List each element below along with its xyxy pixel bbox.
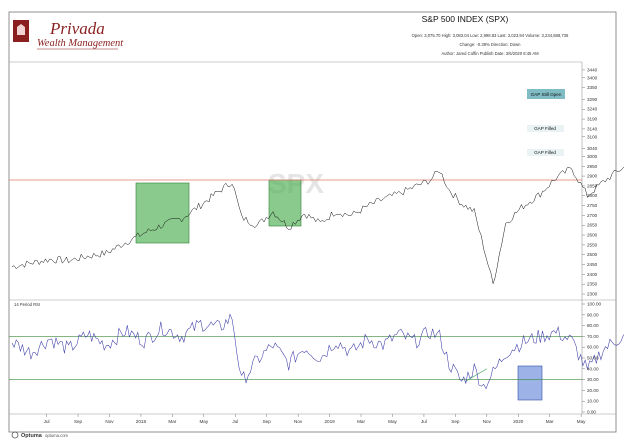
rsi-y-tick-label: 0.00	[587, 410, 596, 415]
rsi-y-tick-label: 100.00	[587, 302, 601, 307]
x-tick-label: Sep	[263, 419, 272, 424]
x-tick-label: Nov	[483, 419, 492, 424]
rsi-y-tick-label: 30.00	[587, 377, 599, 382]
change-line: Change: -0.39% Direction: Down	[460, 42, 522, 47]
annotation-gap-still-open: GAP Still Open	[531, 92, 562, 97]
annotation-gap-filled-1: GAP Filled	[534, 126, 556, 131]
x-tick-label: Jul	[44, 419, 50, 424]
logo: Privada Wealth Management	[13, 19, 124, 50]
rsi-y-tick-label: 70.00	[587, 334, 599, 339]
rsi-y-tick-label: 90.00	[587, 312, 599, 317]
price-y-tick-label: 3350	[587, 85, 598, 90]
logo-name: Privada	[49, 19, 105, 38]
x-tick-label: Mar	[168, 419, 176, 424]
x-tick-label: Mar	[546, 419, 554, 424]
annotation-gap-filled-2: GAP Filled	[534, 150, 556, 155]
price-y-tick-label: 2650	[587, 223, 598, 228]
price-y-tick-label: 2600	[587, 233, 598, 238]
x-tick-label: May	[577, 419, 586, 424]
x-tick-label: Mar	[357, 419, 365, 424]
optuma-logo-icon	[11, 431, 19, 439]
x-tick-label: Sep	[74, 419, 83, 424]
annotation-gap-filled-2-box	[527, 149, 564, 156]
price-y-tick-label: 3440	[587, 67, 598, 72]
author-line: Author: Jared Coffin Publish Date: 3/6/2…	[441, 51, 539, 56]
x-tick-label: Nov	[294, 419, 303, 424]
chart-frame	[8, 11, 617, 433]
logo-mark-icon	[17, 24, 25, 35]
rsi-y-tick-label: 20.00	[587, 388, 599, 393]
x-tick-label: 2019	[324, 419, 335, 424]
price-y-tick-label: 2950	[587, 164, 598, 169]
rsi-y-tick-label: 80.00	[587, 323, 599, 328]
x-tick-label: Sep	[451, 419, 460, 424]
price-y-tick-label: 2800	[587, 193, 598, 198]
annotation-gap-filled-1-box	[527, 125, 564, 132]
price-y-tick-label: 2300	[587, 292, 598, 297]
x-tick-label: Nov	[105, 419, 114, 424]
rsi-layer	[9, 313, 624, 390]
chart-title: S&P 500 INDEX (SPX)	[422, 14, 509, 24]
rsi-panel-label: 14 Period RSI	[14, 302, 40, 307]
price-layer	[9, 166, 624, 285]
x-tick-label: Jul	[421, 419, 427, 424]
highlight-box-2018	[135, 182, 190, 244]
rsi-y-tick-label: 40.00	[587, 366, 599, 371]
logo-subtitle: Wealth Management	[37, 38, 124, 49]
x-tick-label: May	[199, 419, 208, 424]
price-y-tick-label: 3140	[587, 126, 598, 131]
highlight-box-rsi-2020	[517, 365, 543, 401]
price-y-tick-label: 2850	[587, 183, 598, 188]
price-y-tick-label: 2550	[587, 242, 598, 247]
axis-layer: 3440 3400 3350 3290 3240 3190 3140 3100 3040 3000…	[44, 67, 602, 424]
price-y-tick-label: 2350	[587, 282, 598, 287]
price-series-line	[11, 166, 624, 285]
x-tick-label: May	[388, 419, 397, 424]
annotation-gap-still-open-box	[527, 89, 565, 99]
price-y-tick-label: 3040	[587, 146, 598, 151]
x-tick-label: 2020	[513, 419, 524, 424]
price-y-tick-label: 3100	[587, 134, 598, 139]
price-y-tick-label: 2700	[587, 213, 598, 218]
x-tick-label: Jul	[232, 419, 238, 424]
price-y-tick-label: 2750	[587, 203, 598, 208]
stats-line: Open: 3,075.70 High: 3,083.04 Low: 2,998…	[412, 33, 569, 38]
rsi-y-tick-label: 60.00	[587, 345, 599, 350]
price-y-tick-label: 2900	[587, 174, 598, 179]
rsi-series-line	[11, 313, 624, 390]
price-y-tick-label: 3400	[587, 75, 598, 80]
price-y-tick-label: 2500	[587, 252, 598, 257]
price-y-tick-label: 3240	[587, 107, 598, 112]
highlight-box-oct-2018	[268, 179, 302, 227]
price-y-tick-label: 3190	[587, 117, 598, 122]
price-y-tick-label: 2400	[587, 272, 598, 277]
price-y-tick-label: 2450	[587, 262, 598, 267]
price-y-tick-label: 3000	[587, 154, 598, 159]
rsi-trend-line-2018	[464, 368, 487, 383]
rsi-y-tick-label: 50.00	[587, 356, 599, 361]
price-y-tick-label: 3290	[587, 97, 598, 102]
x-tick-label: 2018	[136, 419, 147, 424]
rsi-y-tick-label: 10.00	[587, 399, 599, 404]
footer-brand: Optuma	[21, 433, 43, 439]
footer-url[interactable]: optuma.com	[45, 433, 69, 438]
